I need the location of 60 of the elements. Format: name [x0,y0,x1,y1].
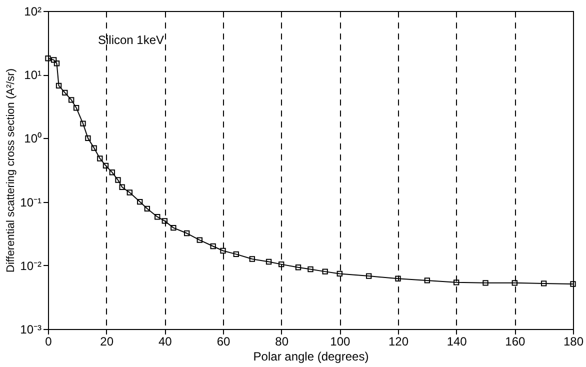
x-tick-label: 140 [446,334,468,348]
x-tick-label: 80 [275,334,289,348]
point [453,280,460,286]
point [162,218,168,224]
point [540,280,547,286]
point [278,261,284,268]
point [97,156,103,162]
x-tick-label: 100 [330,334,350,348]
point [45,56,51,62]
point [119,184,125,190]
x-tick-label: 40 [158,334,172,348]
point [249,256,256,262]
point [570,281,576,287]
y-tick-label: 10⁰ [24,132,42,146]
point [395,276,401,282]
point [482,280,488,286]
point [336,270,343,277]
point [115,177,121,183]
point [68,97,74,103]
x-axis-title: Polar angle (degrees) [253,350,369,364]
y-tick-label: 10⁻² [20,258,42,273]
x-tick-label: 60 [216,334,230,348]
point [512,280,518,286]
point [80,120,86,126]
annotation: Silicon 1keV [98,33,164,47]
point [85,135,91,142]
x-tick-label: 160 [505,334,526,348]
y-tick-label: 10⁻³ [20,322,42,336]
x-tick-label: 0 [45,334,52,348]
point [170,224,176,231]
point [266,258,272,265]
x-tick-label: 20 [100,334,114,348]
y-tick-label: 10⁻¹ [20,195,42,210]
point [308,266,314,272]
point [210,243,216,250]
point [50,57,57,63]
point [424,278,430,284]
point [184,230,190,236]
y-tick-label: 10² [24,4,42,18]
point [126,190,133,196]
point [102,162,109,169]
y-tick-label: 10¹ [24,68,42,82]
point [366,273,372,279]
point [220,248,226,254]
point [154,214,160,220]
point [295,264,302,270]
point [109,170,116,176]
point [54,60,60,66]
y-axis-title: Differential scattering cross section (A²/sr) [5,68,18,272]
x-tick-label: 180 [563,334,584,348]
x-tick-label: 120 [388,334,409,348]
point [73,105,80,111]
point [137,198,143,205]
point [144,206,150,212]
point [62,90,68,96]
point [91,145,97,151]
point [322,268,328,274]
point [233,251,239,258]
point [196,237,203,243]
point [56,82,62,89]
